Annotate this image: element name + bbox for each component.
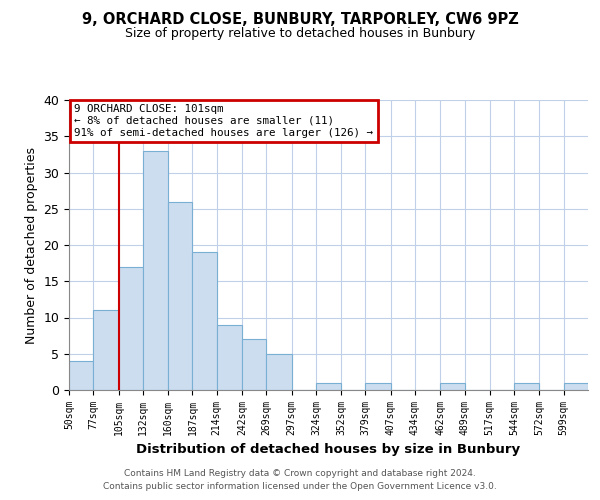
Bar bbox=[563, 383, 588, 390]
Text: Contains public sector information licensed under the Open Government Licence v3: Contains public sector information licen… bbox=[103, 482, 497, 491]
Y-axis label: Number of detached properties: Number of detached properties bbox=[25, 146, 38, 344]
Bar bbox=[119, 267, 143, 390]
Bar bbox=[69, 361, 94, 390]
Bar bbox=[143, 151, 168, 390]
Bar bbox=[365, 383, 391, 390]
Bar bbox=[94, 310, 119, 390]
Bar bbox=[266, 354, 292, 390]
Bar bbox=[168, 202, 193, 390]
Bar bbox=[514, 383, 539, 390]
Bar bbox=[217, 325, 242, 390]
Bar bbox=[316, 383, 341, 390]
Text: Size of property relative to detached houses in Bunbury: Size of property relative to detached ho… bbox=[125, 28, 475, 40]
Text: 9 ORCHARD CLOSE: 101sqm
← 8% of detached houses are smaller (11)
91% of semi-det: 9 ORCHARD CLOSE: 101sqm ← 8% of detached… bbox=[74, 104, 373, 138]
Text: Contains HM Land Registry data © Crown copyright and database right 2024.: Contains HM Land Registry data © Crown c… bbox=[124, 468, 476, 477]
Bar bbox=[242, 339, 266, 390]
Bar bbox=[193, 252, 217, 390]
Text: 9, ORCHARD CLOSE, BUNBURY, TARPORLEY, CW6 9PZ: 9, ORCHARD CLOSE, BUNBURY, TARPORLEY, CW… bbox=[82, 12, 518, 28]
Bar bbox=[440, 383, 464, 390]
X-axis label: Distribution of detached houses by size in Bunbury: Distribution of detached houses by size … bbox=[136, 444, 521, 456]
